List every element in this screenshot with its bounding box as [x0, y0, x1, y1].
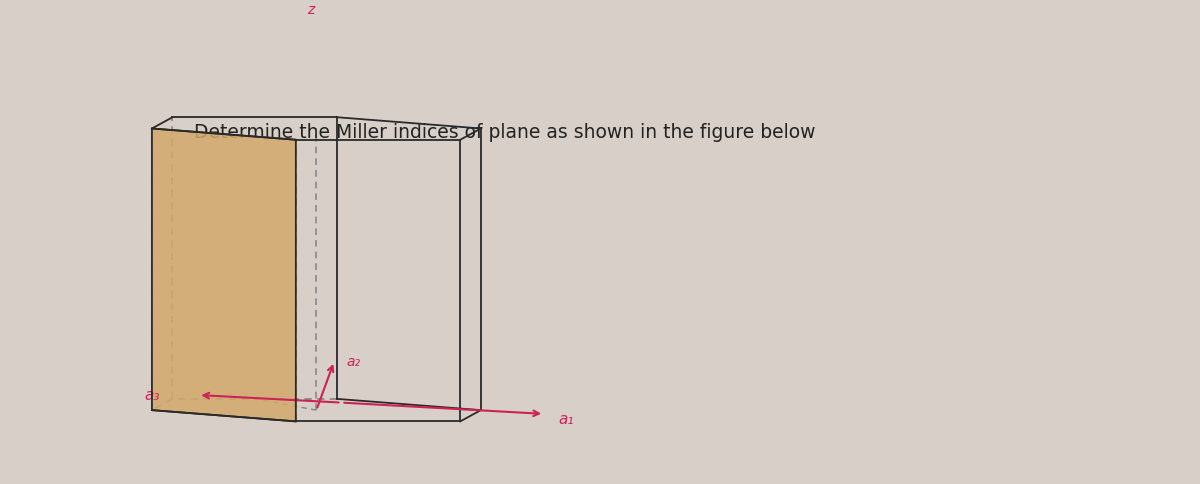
Text: z: z: [307, 3, 314, 17]
Text: a₁: a₁: [558, 411, 574, 426]
Text: Determine the Miller indices of plane as shown in the figure below: Determine the Miller indices of plane as…: [194, 122, 816, 142]
Text: a₃: a₃: [145, 387, 161, 402]
Text: a₂: a₂: [346, 354, 360, 368]
Polygon shape: [152, 129, 296, 422]
